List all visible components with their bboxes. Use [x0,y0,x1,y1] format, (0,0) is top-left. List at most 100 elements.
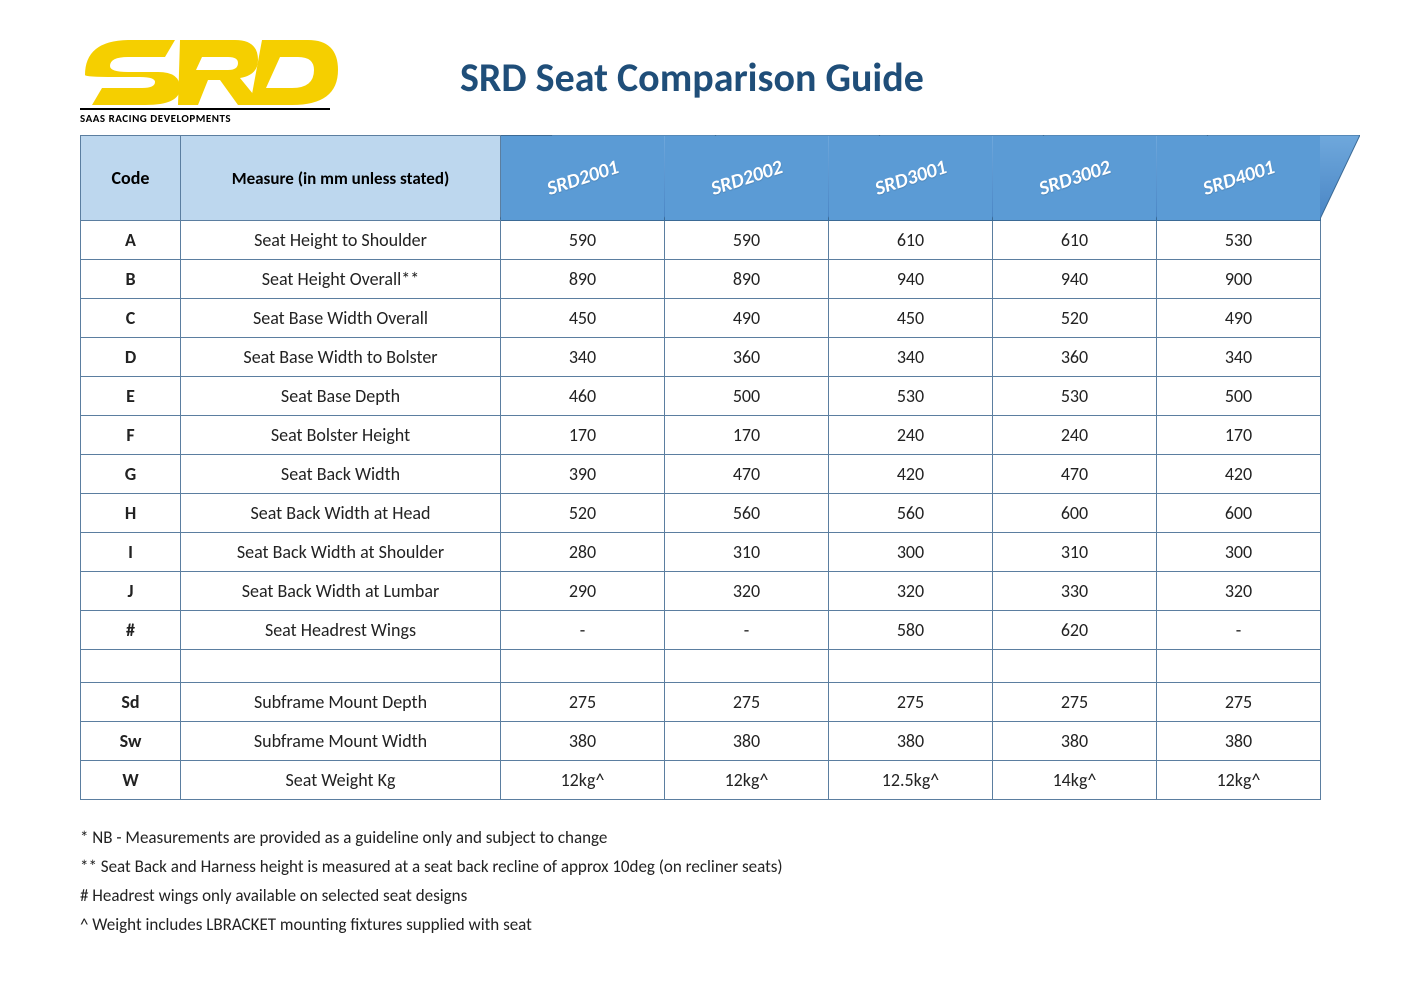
table-cell-value: 340 [829,338,993,377]
table-cell-code: # [81,611,181,650]
table-cell-empty [829,650,993,683]
table-cell-value: 560 [665,494,829,533]
table-cell-value: 320 [829,572,993,611]
header-model-label: SRD2001 [544,155,622,201]
table-cell-code: A [81,221,181,260]
table-cell-code: Sd [81,683,181,722]
table-cell-measure: Seat Headrest Wings [181,611,501,650]
table-cell-measure: Seat Base Width Overall [181,299,501,338]
table-cell-value: 940 [829,260,993,299]
table-cell-value: 320 [665,572,829,611]
page-title: SRD Seat Comparison Guide [460,53,924,102]
table-cell-value: - [665,611,829,650]
header-measure: Measure (in mm unless stated) [181,136,501,221]
header-model-0: SRD2001 [501,136,665,221]
table-row: ESeat Base Depth460500530530500 [81,377,1321,416]
table-cell-value: 275 [829,683,993,722]
header-model-label: SRD3001 [872,155,950,201]
table-cell-value: 275 [993,683,1157,722]
table-cell-value: 500 [665,377,829,416]
table-row: ISeat Back Width at Shoulder280310300310… [81,533,1321,572]
table-cell-empty [993,650,1157,683]
table-cell-code: B [81,260,181,299]
table-cell-value: 300 [829,533,993,572]
table-body: ASeat Height to Shoulder590590610610530B… [81,221,1321,800]
table-cell-measure: Seat Base Depth [181,377,501,416]
table-cell-value: 420 [1157,455,1321,494]
table-cell-measure: Seat Bolster Height [181,416,501,455]
comparison-table: Code Measure (in mm unless stated) SRD20… [80,135,1321,800]
table-row: WSeat Weight Kg12kg^12kg^12.5kg^14kg^12k… [81,761,1321,800]
table-cell-value: 890 [665,260,829,299]
table-cell-code: W [81,761,181,800]
header-model-3: SRD3002 [993,136,1157,221]
table-cell-measure: Seat Back Width [181,455,501,494]
table-cell-measure: Subframe Mount Width [181,722,501,761]
brand-tagline: SAAS RACING DEVELOPMENTS [80,108,330,125]
table-cell-code: F [81,416,181,455]
table-cell-value: 470 [665,455,829,494]
table-cell-value: 380 [501,722,665,761]
table-row: CSeat Base Width Overall450490450520490 [81,299,1321,338]
table-cell-value: 560 [829,494,993,533]
table-cell-measure: Seat Height to Shoulder [181,221,501,260]
table-cell-code: I [81,533,181,572]
table-cell-value: - [1157,611,1321,650]
table-cell-value: 360 [665,338,829,377]
table-cell-value: 170 [665,416,829,455]
table-cell-value: 610 [993,221,1157,260]
table-cell-value: 380 [829,722,993,761]
table-cell-empty [1157,650,1321,683]
table-cell-value: 590 [665,221,829,260]
table-cell-value: 340 [1157,338,1321,377]
table-cell-value: 170 [501,416,665,455]
table-cell-value: 12.5kg^ [829,761,993,800]
table-cell-code: C [81,299,181,338]
table-cell-value: 610 [829,221,993,260]
table-cell-value: 590 [501,221,665,260]
table-row [81,650,1321,683]
table-cell-value: 280 [501,533,665,572]
table-cell-code: G [81,455,181,494]
table-cell-empty [665,650,829,683]
table-row: SwSubframe Mount Width380380380380380 [81,722,1321,761]
table-row: JSeat Back Width at Lumbar29032032033032… [81,572,1321,611]
table-cell-value: 12kg^ [1157,761,1321,800]
table-cell-code: Sw [81,722,181,761]
table-cell-value: 14kg^ [993,761,1157,800]
table-row: DSeat Base Width to Bolster3403603403603… [81,338,1321,377]
table-cell-value: 530 [829,377,993,416]
table-cell-value: 890 [501,260,665,299]
table-cell-value: 320 [1157,572,1321,611]
table-cell-value: 275 [1157,683,1321,722]
table-cell-value: 275 [501,683,665,722]
header-model-label: SRD4001 [1200,155,1278,201]
table-cell-measure: Seat Back Width at Shoulder [181,533,501,572]
table-cell-value: 390 [501,455,665,494]
table-row: #Seat Headrest Wings--580620- [81,611,1321,650]
table-cell-value: 240 [829,416,993,455]
table-cell-value: 420 [829,455,993,494]
table-cell-value: 500 [1157,377,1321,416]
table-cell-measure: Seat Base Width to Bolster [181,338,501,377]
table-cell-value: 470 [993,455,1157,494]
footnote-line: # Headrest wings only available on selec… [80,882,1353,911]
header-model-4: SRD4001 [1157,136,1321,221]
table-cell-value: 275 [665,683,829,722]
table-cell-value: 290 [501,572,665,611]
table-row: GSeat Back Width390470420470420 [81,455,1321,494]
table-cell-measure: Seat Height Overall** [181,260,501,299]
table-row: SdSubframe Mount Depth275275275275275 [81,683,1321,722]
header-model-label: SRD3002 [1036,155,1114,201]
table-row: BSeat Height Overall**890890940940900 [81,260,1321,299]
table-cell-value: 240 [993,416,1157,455]
comparison-table-wrap: Code Measure (in mm unless stated) SRD20… [80,135,1353,800]
table-cell-code: E [81,377,181,416]
header-code: Code [81,136,181,221]
table-cell-value: 310 [665,533,829,572]
table-cell-value: 12kg^ [665,761,829,800]
table-cell-value: 450 [829,299,993,338]
table-cell-measure: Seat Back Width at Head [181,494,501,533]
table-cell-value: 620 [993,611,1157,650]
table-cell-value: 380 [993,722,1157,761]
